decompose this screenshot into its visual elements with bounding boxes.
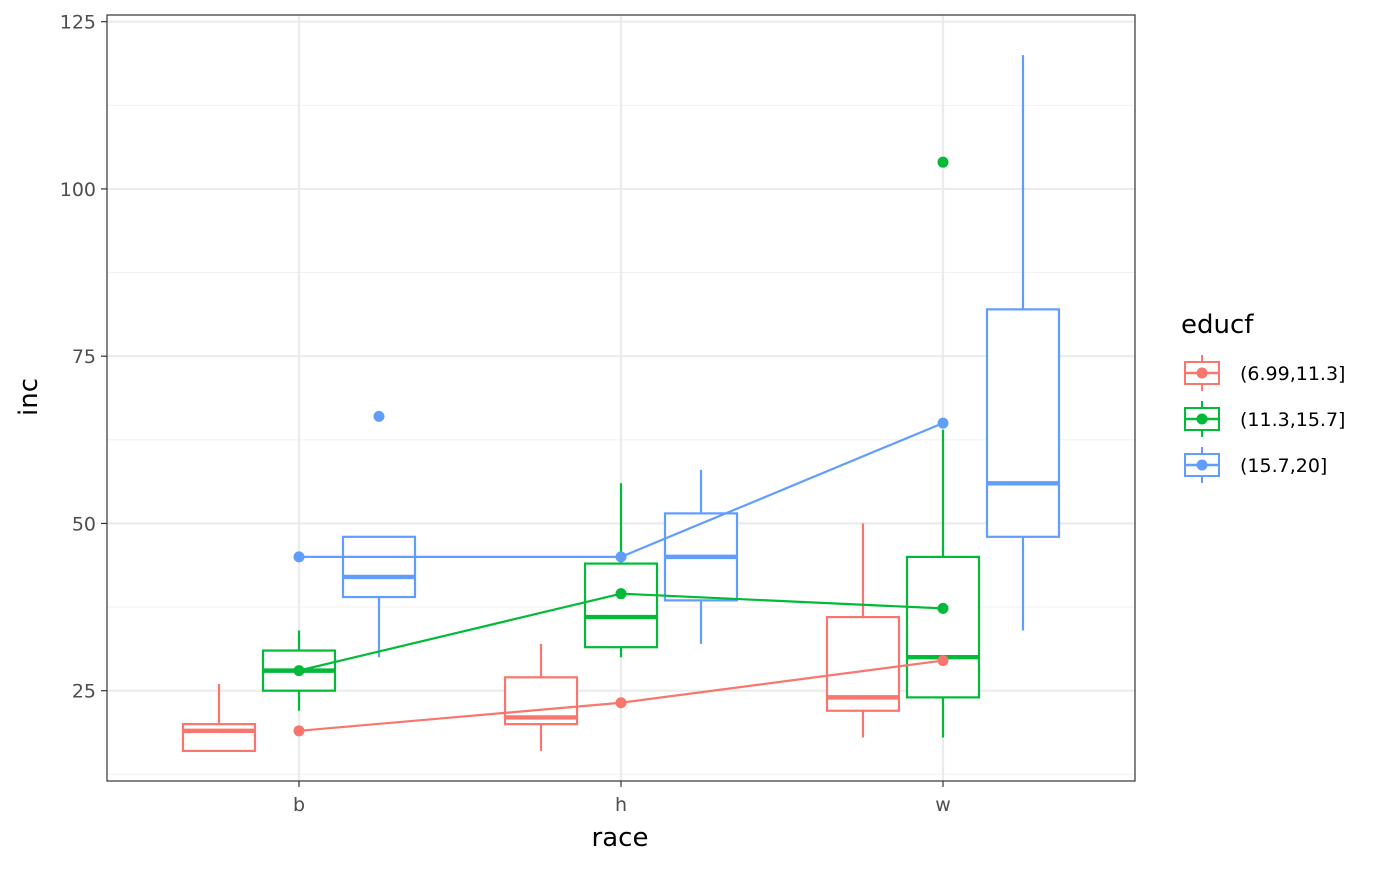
y-tick-label: 75	[72, 346, 96, 368]
boxes	[181, 55, 1061, 752]
x-axis-title: race	[592, 823, 649, 853]
box-b-series-2	[261, 630, 337, 711]
mean-point	[293, 725, 305, 737]
legend-key-point	[1196, 459, 1208, 471]
box-body	[985, 308, 1061, 538]
legend-item-3: (15.7,20]	[1184, 447, 1327, 483]
legend: educf (6.99,11.3] (11.3,15.7] (15.7,20]	[1181, 310, 1345, 483]
mean-point	[937, 655, 949, 667]
box-h-series-1	[503, 643, 579, 751]
x-tick-label: w	[935, 794, 951, 816]
box-h-series-2	[583, 483, 659, 658]
box-body	[341, 535, 417, 599]
axes: 25 50 75 100 125 b h w	[60, 12, 951, 816]
mean-point	[615, 551, 627, 563]
legend-key-point	[1196, 413, 1208, 425]
box-body	[905, 555, 981, 699]
mean-point	[293, 665, 305, 677]
y-tick-label: 125	[60, 12, 96, 34]
legend-label: (6.99,11.3]	[1240, 363, 1345, 385]
mean-point	[615, 697, 627, 709]
mean-point	[293, 551, 305, 563]
outlier-point	[373, 410, 385, 422]
box-b-series-1	[181, 683, 257, 752]
outlier-point	[937, 156, 949, 168]
legend-label: (15.7,20]	[1240, 455, 1327, 477]
box-w-series-1	[825, 523, 901, 738]
legend-item-1: (6.99,11.3]	[1184, 355, 1345, 391]
mean-lines	[293, 417, 949, 737]
x-tick-label: h	[615, 794, 627, 816]
y-tick-label: 25	[72, 681, 96, 703]
box-body	[181, 723, 257, 752]
mean-point	[937, 602, 949, 614]
legend-item-2: (11.3,15.7]	[1184, 401, 1345, 437]
y-axis-title: inc	[14, 378, 44, 416]
box-b-series-3	[341, 410, 417, 658]
legend-label: (11.3,15.7]	[1240, 409, 1345, 431]
box-body	[583, 562, 659, 649]
legend-title: educf	[1181, 310, 1254, 340]
box-w-series-3	[985, 55, 1061, 631]
x-tick-label: b	[293, 794, 305, 816]
y-tick-label: 50	[72, 513, 96, 535]
legend-key-point	[1196, 367, 1208, 379]
box-body	[825, 615, 901, 712]
box-w-series-2	[905, 156, 981, 738]
mean-point	[615, 588, 627, 600]
y-tick-label: 100	[60, 179, 96, 201]
box-h-series-3	[663, 469, 739, 644]
mean-point	[937, 417, 949, 429]
